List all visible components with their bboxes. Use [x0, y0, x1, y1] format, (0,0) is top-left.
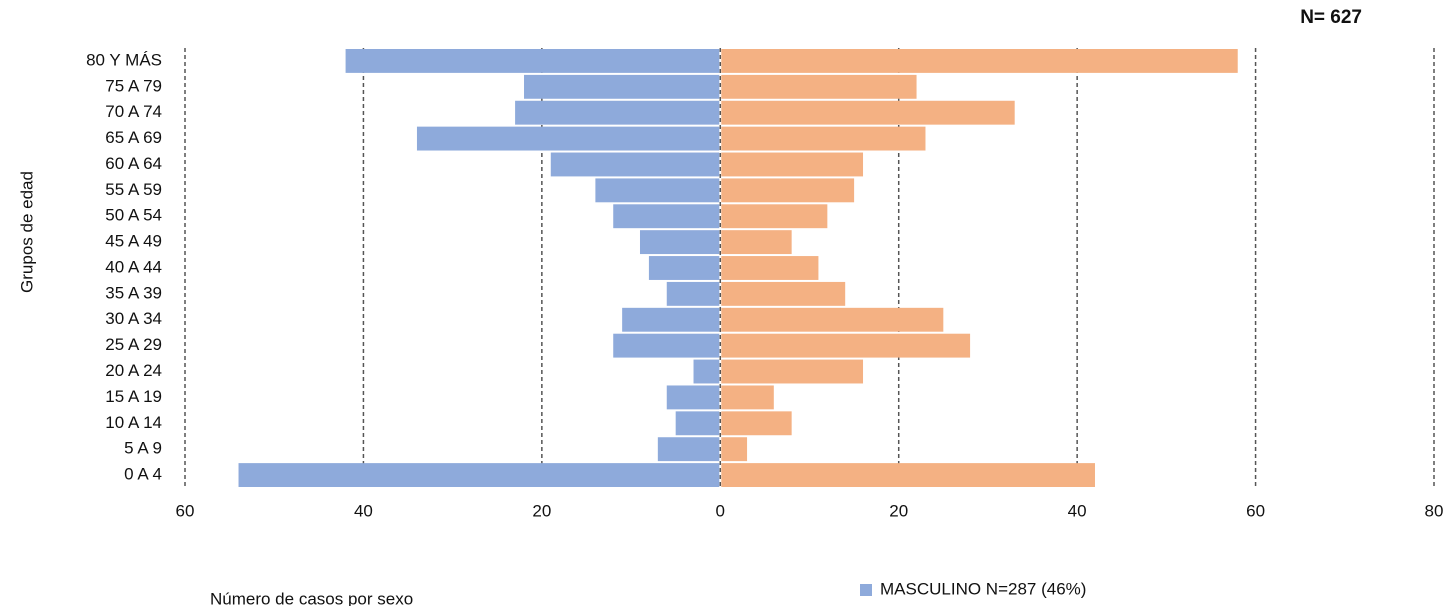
bar — [666, 281, 720, 306]
bar — [721, 152, 864, 177]
bar — [721, 281, 846, 306]
x-tick-label: 40 — [354, 501, 373, 520]
y-tick-label: 15 A 19 — [105, 387, 162, 406]
y-tick-label: 50 A 54 — [105, 206, 162, 225]
bar — [721, 178, 855, 203]
y-tick-label: 25 A 29 — [105, 335, 162, 354]
bar — [693, 359, 720, 384]
y-axis-label: Grupos de edad — [17, 171, 36, 293]
y-tick-label: 70 A 74 — [105, 102, 162, 121]
x-tick-label: 0 — [716, 501, 725, 520]
y-tick-label: 45 A 49 — [105, 232, 162, 251]
y-tick-label: 55 A 59 — [105, 180, 162, 199]
y-tick-label: 10 A 14 — [105, 413, 162, 432]
y-tick-label: 60 A 64 — [105, 154, 162, 173]
bar — [721, 411, 792, 436]
chart-title: N= 627 — [1300, 7, 1362, 28]
bar — [721, 256, 819, 280]
bar — [524, 74, 720, 99]
bar — [721, 230, 792, 255]
y-tick-label: 20 A 24 — [105, 361, 162, 380]
x-tick-label: 20 — [889, 501, 908, 520]
y-tick-label: 35 A 39 — [105, 283, 162, 302]
bar — [721, 359, 864, 384]
legend-swatch — [860, 584, 872, 596]
x-tick-label: 60 — [176, 501, 195, 520]
y-tick-label: 30 A 34 — [105, 309, 162, 328]
bar — [238, 463, 720, 487]
bar — [721, 74, 917, 99]
y-tick-label: 75 A 79 — [105, 76, 162, 95]
bar — [721, 437, 748, 462]
bar — [721, 49, 1238, 73]
y-tick-label: 0 A 4 — [124, 465, 162, 484]
bar — [666, 385, 720, 410]
bar — [345, 49, 720, 73]
x-tick-label: 60 — [1246, 501, 1265, 520]
x-tick-label: 20 — [532, 501, 551, 520]
bar — [613, 333, 720, 358]
x-tick-label: 40 — [1068, 501, 1087, 520]
bar — [657, 437, 720, 462]
bar — [648, 256, 720, 280]
bar — [675, 411, 720, 436]
y-tick-label: 5 A 9 — [124, 439, 162, 458]
bar — [721, 463, 1095, 487]
bar — [595, 178, 720, 203]
y-tick-label: 65 A 69 — [105, 128, 162, 147]
x-axis-label: Número de casos por sexo — [210, 589, 413, 606]
bar — [721, 126, 926, 151]
bar — [721, 333, 971, 358]
bar — [416, 126, 720, 151]
bar — [550, 152, 720, 177]
bar — [721, 204, 828, 229]
bar — [721, 307, 944, 332]
bar — [515, 100, 720, 125]
y-tick-label: 40 A 44 — [105, 257, 162, 276]
bar — [613, 204, 720, 229]
bar — [639, 230, 720, 255]
bar — [721, 385, 774, 410]
legend-label: MASCULINO N=287 (46%) — [880, 579, 1086, 598]
bar — [622, 307, 720, 332]
x-tick-label: 80 — [1425, 501, 1443, 520]
bar — [721, 100, 1015, 125]
y-tick-label: 80 Y MÁS — [86, 50, 162, 69]
